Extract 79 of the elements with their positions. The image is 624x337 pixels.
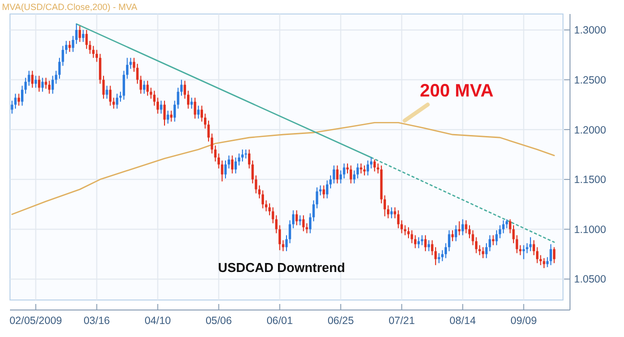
candlestick	[109, 85, 112, 106]
y-tick-label: 1.1500	[574, 174, 606, 186]
candlestick	[464, 220, 468, 234]
candlestick	[302, 214, 305, 232]
candlestick	[326, 180, 328, 199]
candlestick	[441, 250, 444, 262]
candlestick	[48, 80, 51, 94]
x-tick-label: 02/05/2009	[9, 315, 62, 327]
candlestick	[92, 45, 95, 58]
candlestick	[336, 164, 339, 184]
line-series	[11, 122, 555, 215]
candlestick	[234, 157, 237, 174]
y-tick-label: 1.2500	[574, 74, 606, 86]
candlestick	[485, 242, 488, 259]
candlestick	[82, 29, 84, 42]
x-tick-label: 08/14	[450, 315, 476, 327]
candlestick	[434, 246, 437, 266]
y-tick-label: 1.3000	[574, 24, 606, 37]
candlestick	[34, 75, 37, 88]
candlestick	[44, 77, 48, 90]
candlestick	[472, 230, 474, 246]
candlestick	[350, 164, 352, 184]
x-tick-label: 03/16	[84, 315, 110, 327]
candlestick	[51, 75, 54, 94]
candlestick	[428, 240, 430, 252]
candlestick	[18, 93, 20, 106]
candlestick	[78, 25, 82, 42]
y-tick-label: 1.1000	[574, 224, 606, 236]
candlestick	[550, 244, 552, 266]
candlestick	[14, 93, 17, 110]
candlestick	[262, 190, 264, 209]
candlestick	[458, 220, 461, 236]
candlestick	[342, 162, 346, 179]
candlestick	[495, 230, 498, 246]
candlestick	[106, 85, 108, 100]
x-tick-label: 09/09	[510, 315, 537, 327]
annotation: USDCAD Downtrend	[218, 260, 346, 275]
candlestick	[492, 234, 494, 246]
y-tick-label: 1.2000	[574, 124, 606, 136]
candlestick	[231, 155, 234, 174]
text: MVA(USD/CAD.Close,200) - MVA	[2, 2, 138, 12]
candlestick	[31, 70, 34, 88]
candlestick	[539, 254, 542, 266]
candlestick	[552, 246, 556, 264]
x-tick-label: 07/21	[388, 315, 416, 327]
candlestick	[68, 40, 71, 52]
candlestick	[142, 80, 146, 94]
x-tick-label: 05/06	[206, 315, 232, 327]
candlestick	[298, 214, 302, 226]
candlestick	[170, 110, 172, 122]
x-tick-label: 04/10	[144, 315, 172, 327]
candlestick	[160, 100, 162, 114]
y-tick-label: 1.0500	[574, 274, 606, 286]
candlestick	[424, 234, 427, 252]
candlestick	[366, 160, 370, 176]
annotation: 200 MVA	[420, 80, 494, 101]
candlestick	[166, 110, 170, 124]
x-tick-label: 06/01	[266, 315, 294, 327]
candlestick	[454, 224, 458, 242]
candlestick	[404, 224, 406, 236]
candlestick	[146, 80, 149, 96]
candlestick	[197, 105, 200, 120]
candlestick	[522, 244, 525, 260]
candlestick	[410, 230, 414, 244]
candlestick	[190, 97, 193, 110]
candlestick	[373, 158, 376, 172]
candlestick	[38, 75, 40, 92]
candlestick	[462, 218, 464, 236]
candlestick	[502, 220, 505, 234]
candlestick	[238, 153, 240, 166]
candlestick	[363, 164, 366, 176]
candlestick	[241, 149, 244, 162]
candlestick	[220, 160, 224, 182]
x-tick-label: 06/25	[328, 315, 354, 327]
candlestick	[322, 184, 325, 199]
candlestick	[417, 236, 420, 249]
candlestick	[295, 210, 298, 226]
candlestick	[116, 93, 118, 110]
candlestick	[397, 210, 400, 229]
